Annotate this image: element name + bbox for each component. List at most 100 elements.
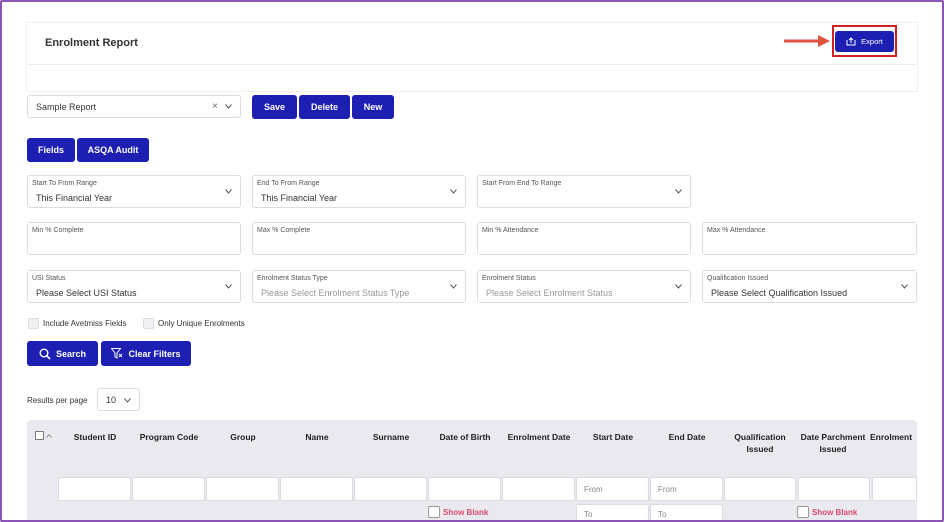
start-from-end-to-range-select[interactable]: Start From End To Range — [477, 175, 691, 208]
qualification-issued-label: Qualification Issued — [707, 275, 769, 282]
enrolment-status-type-select[interactable]: Enrolment Status Type Please Select Enro… — [252, 270, 466, 303]
report-header-card — [26, 22, 918, 92]
column-header-enrolment-date[interactable]: Enrolment Date — [507, 432, 571, 442]
column-header-program-code[interactable]: Program Code — [139, 432, 199, 442]
delete-button[interactable]: Delete — [299, 95, 350, 119]
filter-qualification-issued-input[interactable] — [724, 477, 796, 501]
end-to-from-range-label: End To From Range — [257, 180, 320, 187]
export-icon — [846, 37, 856, 46]
max-attendance-label: Max % Attendance — [707, 227, 766, 234]
search-label: Search — [55, 348, 87, 359]
chevron-down-icon — [225, 189, 232, 194]
chevron-down-icon — [124, 398, 131, 403]
chevron-down-icon — [450, 284, 457, 289]
min-attendance-field[interactable]: Min % Attendance — [477, 222, 691, 255]
parchment-show-blank-checkbox[interactable] — [797, 506, 809, 518]
clear-icon[interactable]: × — [212, 101, 218, 112]
report-select[interactable]: Sample Report × — [27, 95, 241, 118]
max-complete-label: Max % Complete — [257, 227, 311, 234]
chevron-down-icon — [675, 189, 682, 194]
chevron-down-icon — [225, 284, 232, 289]
enrolment-status-placeholder: Please Select Enrolment Status — [486, 288, 613, 298]
filter-date-parchment-input[interactable] — [798, 477, 870, 501]
filter-enrolment-date-input[interactable] — [502, 477, 575, 501]
end-to-from-range-value: This Financial Year — [261, 193, 338, 203]
usi-status-label: USI Status — [32, 275, 66, 282]
end-date-to-placeholder: To — [658, 510, 667, 519]
dob-show-blank-checkbox[interactable] — [428, 506, 440, 518]
new-button[interactable]: New — [352, 95, 394, 119]
enrolment-status-select[interactable]: Enrolment Status Please Select Enrolment… — [477, 270, 691, 303]
filter-enrolment-input[interactable] — [872, 477, 917, 501]
filter-start-date-from-input[interactable]: From — [576, 477, 649, 501]
fields-button[interactable]: Fields — [27, 138, 75, 162]
export-label: Export — [861, 37, 883, 46]
column-header-date-of-birth[interactable]: Date of Birth — [439, 432, 491, 442]
save-button[interactable]: Save — [252, 95, 297, 119]
column-header-end-date[interactable]: End Date — [668, 432, 706, 442]
dob-show-blank-label: Show Blank — [443, 508, 489, 517]
start-to-from-range-label: Start To From Range — [32, 180, 97, 187]
qualification-issued-value: Please Select Qualification Issued — [711, 288, 848, 298]
end-date-from-placeholder: From — [658, 485, 677, 494]
header-divider — [26, 64, 918, 65]
max-attendance-field[interactable]: Max % Attendance — [702, 222, 917, 255]
export-highlight-box — [832, 25, 897, 57]
results-per-page-value: 10 — [106, 395, 117, 405]
only-unique-checkbox[interactable] — [143, 318, 154, 329]
chevron-down-icon — [225, 104, 232, 109]
column-header-surname[interactable]: Surname — [372, 432, 410, 442]
filter-start-date-to-input[interactable]: To — [576, 504, 649, 522]
asqa-audit-button[interactable]: ASQA Audit — [77, 138, 149, 162]
start-date-to-placeholder: To — [584, 510, 593, 519]
filter-group-input[interactable] — [206, 477, 279, 501]
results-per-page-select[interactable]: 10 — [97, 388, 140, 411]
filter-student-id-input[interactable] — [58, 477, 131, 501]
column-header-qualification-issued[interactable]: Qualification Issued — [734, 432, 786, 454]
table-header — [27, 420, 917, 522]
filter-end-date-from-input[interactable]: From — [650, 477, 723, 501]
filter-surname-input[interactable] — [354, 477, 427, 501]
results-per-page-label: Results per page — [27, 396, 88, 405]
search-button[interactable]: Search — [27, 341, 98, 366]
filter-program-code-input[interactable] — [132, 477, 205, 501]
sort-icon[interactable] — [46, 434, 52, 438]
min-complete-label: Min % Complete — [32, 227, 84, 234]
filter-clear-icon — [111, 348, 123, 359]
chevron-down-icon — [450, 189, 457, 194]
start-to-from-range-value: This Financial Year — [36, 193, 113, 203]
enrolment-status-label: Enrolment Status — [482, 275, 536, 282]
clear-filters-label: Clear Filters — [128, 348, 181, 359]
column-header-enrolment[interactable]: Enrolment — [870, 432, 913, 442]
column-header-name[interactable]: Name — [305, 432, 329, 442]
end-to-from-range-select[interactable]: End To From Range This Financial Year — [252, 175, 466, 208]
max-complete-field[interactable]: Max % Complete — [252, 222, 466, 255]
usi-status-value: Please Select USI Status — [36, 288, 137, 298]
enrolment-status-type-placeholder: Please Select Enrolment Status Type — [261, 288, 410, 298]
column-header-student-id[interactable]: Student ID — [73, 432, 117, 442]
start-to-from-range-select[interactable]: Start To From Range This Financial Year — [27, 175, 241, 208]
search-icon — [39, 348, 51, 360]
filter-end-date-to-input[interactable]: To — [650, 504, 723, 522]
export-button[interactable]: Export — [835, 31, 894, 52]
qualification-issued-select[interactable]: Qualification Issued Please Select Quali… — [702, 270, 917, 303]
clear-filters-button[interactable]: Clear Filters — [101, 341, 191, 366]
min-complete-field[interactable]: Min % Complete — [27, 222, 241, 255]
filter-date-of-birth-input[interactable] — [428, 477, 501, 501]
chevron-down-icon — [675, 284, 682, 289]
arrow-right-icon — [784, 35, 830, 47]
enrolment-status-type-label: Enrolment Status Type — [257, 275, 328, 282]
column-header-date-parchment-issued[interactable]: Date Parchment Issued — [800, 432, 866, 454]
report-select-value: Sample Report — [36, 102, 97, 112]
include-avetmiss-checkbox[interactable] — [28, 318, 39, 329]
usi-status-select[interactable]: USI Status Please Select USI Status — [27, 270, 241, 303]
start-date-from-placeholder: From — [584, 485, 603, 494]
column-header-group[interactable]: Group — [230, 432, 256, 442]
min-attendance-label: Min % Attendance — [482, 227, 539, 234]
select-all-checkbox[interactable] — [35, 431, 44, 440]
only-unique-label: Only Unique Enrolments — [158, 319, 245, 328]
parchment-show-blank-label: Show Blank — [812, 508, 858, 517]
page-title: Enrolment Report — [45, 37, 138, 49]
filter-name-input[interactable] — [280, 477, 353, 501]
column-header-start-date[interactable]: Start Date — [592, 432, 634, 442]
